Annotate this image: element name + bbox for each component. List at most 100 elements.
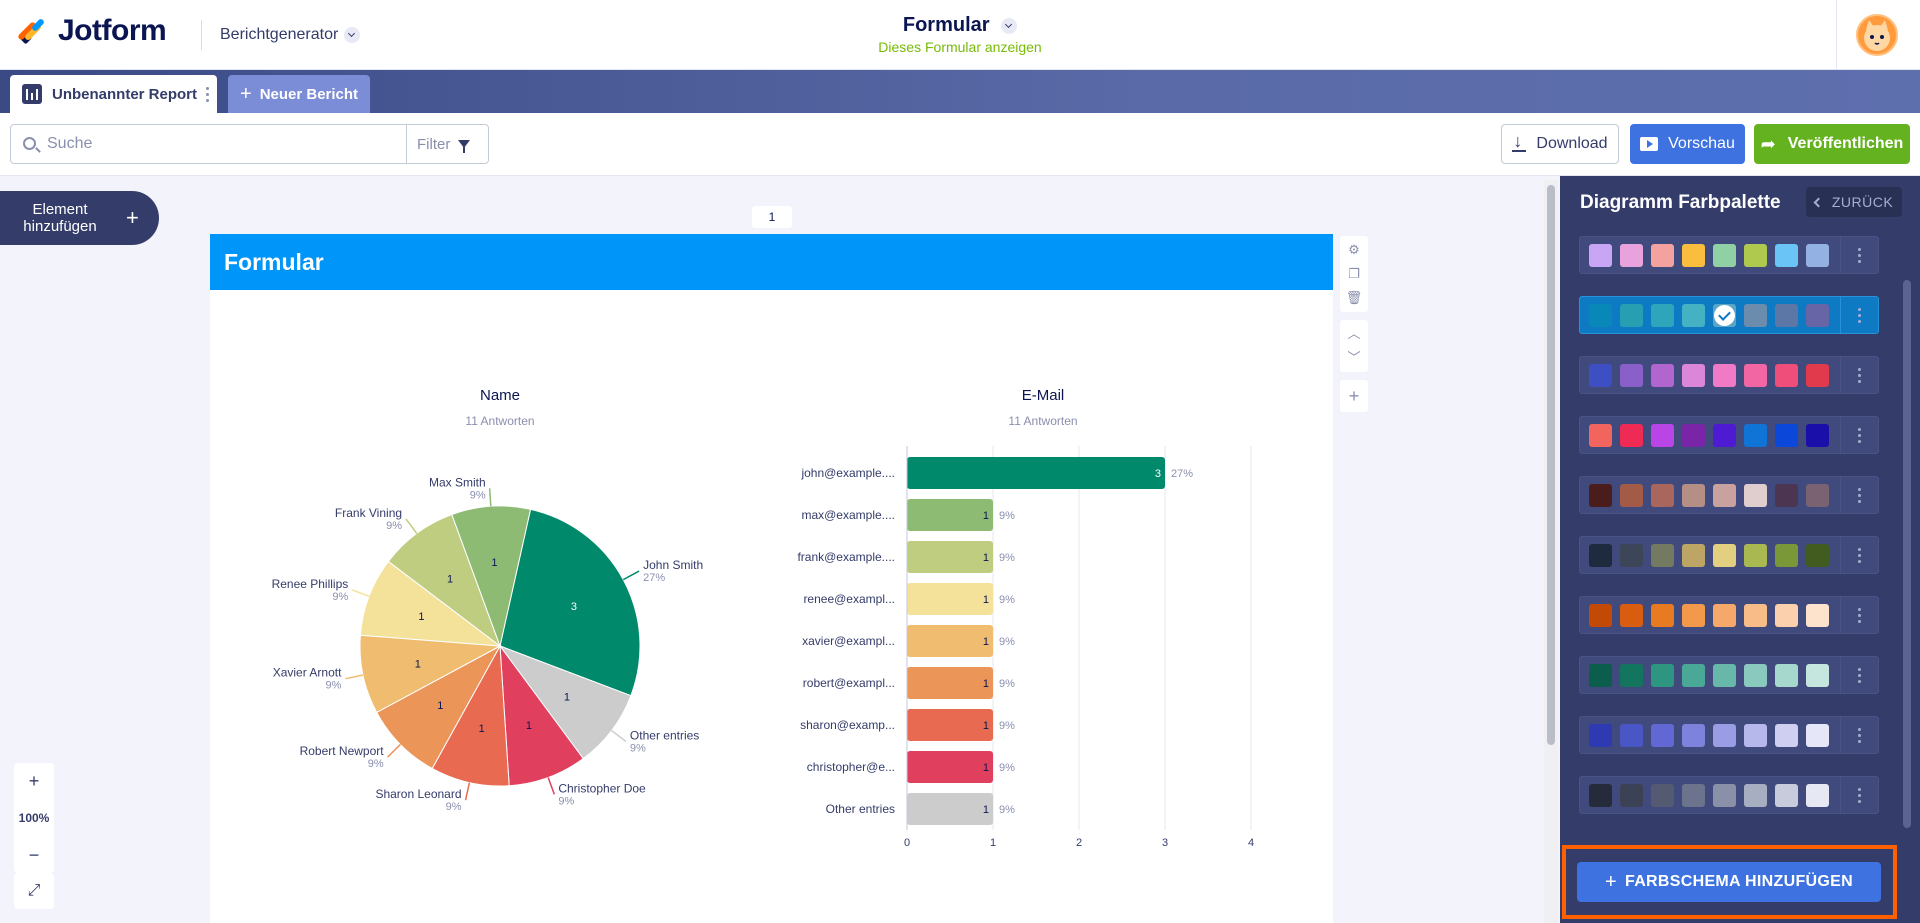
check-icon: [1714, 304, 1735, 326]
fit-screen-button[interactable]: ⤢: [14, 873, 54, 909]
pie-leader-line: [387, 743, 401, 758]
bar-percent-label: 9%: [999, 510, 1015, 522]
palette-more-icon[interactable]: [1840, 537, 1878, 573]
form-title[interactable]: Formular: [860, 14, 1060, 37]
add-element-button[interactable]: Element hinzufügen +: [0, 191, 159, 245]
bar: [907, 457, 1165, 489]
palette-swatch: [1775, 363, 1798, 387]
bar-percent-label: 9%: [999, 804, 1015, 816]
gear-icon[interactable]: ⚙: [1348, 242, 1360, 257]
palette-swatch: [1806, 363, 1829, 387]
palette-swatch: [1806, 303, 1829, 327]
tab-unnamed-report[interactable]: Unbenannter Report: [10, 75, 217, 113]
palette-swatch: [1682, 423, 1705, 447]
palette-swatch: [1589, 783, 1612, 807]
panel-scrollbar[interactable]: [1901, 236, 1913, 836]
section-tools: ⚙ ❐ 🗑︎ ︿ ﹀ +: [1340, 236, 1368, 420]
publish-label: Veröffentlichen: [1787, 135, 1904, 152]
palette-swatch: [1806, 423, 1829, 447]
report-icon: [22, 84, 42, 104]
add-section-button[interactable]: +: [1340, 380, 1368, 412]
palette-option[interactable]: [1579, 776, 1879, 814]
palette-more-icon[interactable]: [1840, 357, 1878, 393]
pie-slice-label: Sharon Leonard: [375, 787, 461, 801]
trash-icon[interactable]: 🗑︎: [1345, 290, 1363, 305]
chevron-up-icon[interactable]: ︿: [1347, 326, 1361, 341]
palette-option[interactable]: [1579, 416, 1879, 454]
palette-swatch: [1744, 303, 1767, 327]
palette-swatch: [1744, 243, 1767, 267]
pie-slice-value: 1: [479, 723, 485, 735]
user-avatar[interactable]: [1856, 14, 1898, 56]
palette-option[interactable]: [1579, 596, 1879, 634]
pie-slice-value: 1: [564, 692, 570, 704]
pie-leader-line: [345, 674, 364, 680]
pie-leader-line: [464, 782, 471, 801]
canvas-scroll-thumb[interactable]: [1547, 185, 1555, 745]
palette-swatch: [1744, 423, 1767, 447]
palette-swatch: [1744, 723, 1767, 747]
palette-option[interactable]: [1579, 476, 1879, 514]
bar: [907, 667, 993, 699]
category-label: frank@example....: [797, 550, 895, 564]
palette-swatch: [1775, 423, 1798, 447]
new-report-button[interactable]: + Neuer Bericht: [228, 75, 370, 113]
filter-button[interactable]: Filter: [406, 124, 489, 164]
palette-more-icon[interactable]: [1840, 657, 1878, 693]
palette-more-icon[interactable]: [1840, 237, 1878, 273]
palette-option[interactable]: [1579, 296, 1879, 334]
palette-option[interactable]: [1579, 716, 1879, 754]
move-tool-group: ︿ ﹀: [1340, 320, 1368, 372]
add-color-scheme-button[interactable]: + FARBSCHEMA HINZUFÜGEN: [1577, 862, 1881, 902]
publish-button[interactable]: ➦ Veröffentlichen: [1754, 124, 1910, 164]
palette-more-icon[interactable]: [1840, 777, 1878, 813]
palette-more-icon[interactable]: [1840, 297, 1878, 333]
palette-swatch: [1682, 663, 1705, 687]
header-divider: [201, 20, 202, 50]
tab-label: Unbenannter Report: [52, 85, 198, 103]
palette-swatch: [1682, 303, 1705, 327]
app-switcher[interactable]: Berichtgenerator: [220, 26, 361, 44]
palette-more-icon[interactable]: [1840, 717, 1878, 753]
bar: [907, 709, 993, 741]
x-tick-label: 2: [1076, 837, 1082, 849]
jotform-logo[interactable]: Jotform: [18, 14, 167, 48]
palette-swatch: [1651, 723, 1674, 747]
palette-swatch: [1682, 363, 1705, 387]
search-input[interactable]: [47, 133, 347, 155]
palette-more-icon[interactable]: [1840, 417, 1878, 453]
bar-chart-title: E-Mail: [1021, 387, 1065, 404]
preview-button[interactable]: Vorschau: [1630, 124, 1745, 164]
palette-more-icon[interactable]: [1840, 477, 1878, 513]
chevron-down-icon[interactable]: ﹀: [1347, 350, 1361, 365]
report-title[interactable]: Formular: [210, 234, 1333, 290]
palette-more-icon[interactable]: [1840, 597, 1878, 633]
palette-swatch: [1713, 663, 1736, 687]
report-tabs: Unbenannter Report + Neuer Bericht: [0, 70, 1920, 113]
download-button[interactable]: Download: [1501, 124, 1619, 164]
pie-leader-line: [488, 488, 492, 507]
palette-option[interactable]: [1579, 236, 1879, 274]
view-form-link[interactable]: Dieses Formular anzeigen: [878, 39, 1042, 55]
palette-swatch: [1775, 483, 1798, 507]
panel-scroll-thumb[interactable]: [1903, 280, 1911, 828]
back-label: ZURÜCK: [1831, 194, 1894, 210]
pie-slice-percent: 9%: [326, 680, 342, 692]
add-scheme-label: FARBSCHEMA HINZUFÜGEN: [1625, 873, 1853, 890]
palette-option[interactable]: [1579, 536, 1879, 574]
palette-swatch: [1620, 603, 1643, 627]
palette-option[interactable]: [1579, 356, 1879, 394]
back-button[interactable]: ZURÜCK: [1806, 187, 1902, 217]
palette-swatch: [1682, 483, 1705, 507]
palette-swatch: [1620, 423, 1643, 447]
palette-swatch: [1589, 363, 1612, 387]
zoom-in-button[interactable]: +: [28, 771, 40, 791]
palette-option[interactable]: [1579, 656, 1879, 694]
zoom-out-button[interactable]: −: [28, 845, 40, 865]
palette-swatch: [1620, 243, 1643, 267]
palette-swatch: [1620, 483, 1643, 507]
tab-more-icon[interactable]: [206, 87, 209, 102]
pie-leader-line: [611, 729, 627, 743]
duplicate-icon[interactable]: ❐: [1348, 266, 1360, 281]
canvas-scrollbar[interactable]: [1544, 180, 1558, 923]
